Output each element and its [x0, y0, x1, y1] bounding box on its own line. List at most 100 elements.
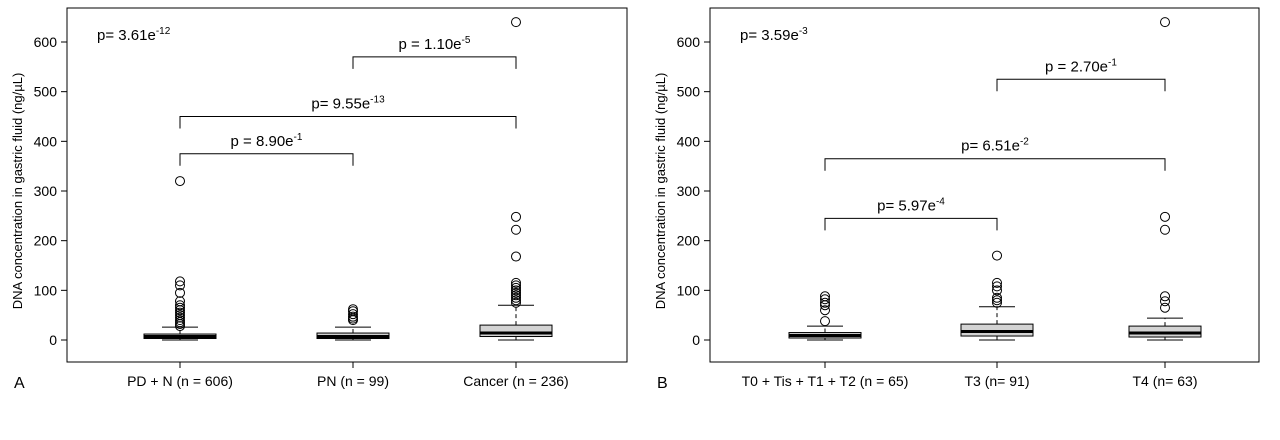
- comparison-p-value: p= 6.51e-2: [961, 137, 1029, 155]
- box-2: [960, 250, 1034, 341]
- y-tick-label: 0: [49, 332, 57, 348]
- y-tick-label: 600: [677, 34, 701, 50]
- outlier-point: [1160, 296, 1170, 307]
- y-tick-label: 600: [34, 34, 58, 50]
- bracket-line: [352, 56, 517, 69]
- outlier-point: [511, 224, 521, 235]
- comparison-bracket: p = 1.10e-5: [352, 35, 517, 69]
- outlier-point: [175, 276, 185, 287]
- plot-frame: [709, 7, 1260, 363]
- comparison-p-value: p= 9.55e-13: [311, 95, 385, 113]
- bracket-line: [996, 78, 1166, 92]
- box-1: [143, 176, 217, 341]
- outlier-point: [992, 295, 1002, 306]
- comparison-bracket: p = 8.90e-1: [179, 132, 354, 166]
- outlier-point: [175, 300, 185, 311]
- outlier-point: [511, 211, 521, 222]
- overall-p-value: p= 3.61e-12: [97, 26, 171, 44]
- y-tick-label: 200: [677, 233, 701, 249]
- bracket-line: [179, 153, 354, 166]
- box-1: [788, 291, 862, 341]
- outlier-point: [511, 17, 521, 28]
- bracket-line: [179, 116, 517, 129]
- plot-frame: [66, 7, 628, 363]
- outlier-point: [511, 297, 521, 308]
- outlier-point: [820, 316, 830, 327]
- y-tick-label: 400: [677, 133, 701, 149]
- box-3: [1128, 17, 1202, 341]
- outlier-point: [175, 315, 185, 326]
- y-tick-label: 400: [34, 133, 58, 149]
- y-tick-label: 100: [677, 282, 701, 298]
- outlier-point: [175, 287, 185, 298]
- outlier-point: [1160, 224, 1170, 235]
- outlier-point: [992, 250, 1002, 261]
- comparison-bracket: p= 6.51e-2: [824, 137, 1166, 171]
- outlier-point: [1160, 211, 1170, 222]
- outlier-point: [511, 287, 521, 298]
- outlier-point: [1160, 291, 1170, 302]
- outlier-point: [175, 176, 185, 187]
- outlier-point: [348, 309, 358, 320]
- x-category-label: T3 (n= 91): [965, 373, 1030, 389]
- outlier-point: [175, 307, 185, 318]
- outlier-point: [820, 297, 830, 308]
- outlier-point: [511, 282, 521, 293]
- x-category-label: PN (n = 99): [317, 373, 389, 389]
- panel-letter: B: [657, 375, 668, 392]
- x-category-label: T0 + Tis + T1 + T2 (n = 65): [742, 373, 909, 389]
- outlier-point: [175, 310, 185, 321]
- panel-letter: A: [14, 375, 25, 392]
- comparison-bracket: p= 9.55e-13: [179, 95, 517, 129]
- outlier-point: [511, 277, 521, 288]
- outlier-point: [820, 291, 830, 302]
- box-2: [316, 304, 390, 341]
- outlier-point: [992, 297, 1002, 308]
- outlier-point: [1160, 302, 1170, 313]
- panel-a: 0 100 200 300 400 500 600 DNA concentration in …: [10, 7, 628, 392]
- comparison-p-value: p = 2.70e-1: [1045, 57, 1117, 75]
- outlier-point: [348, 311, 358, 322]
- outlier-point: [175, 302, 185, 313]
- comparison-p-value: p= 5.97e-4: [877, 196, 945, 214]
- panel-b: 0 100 200 300 400 500 600 DNA concentration in …: [653, 7, 1260, 392]
- outlier-point: [511, 292, 521, 303]
- bracket-line: [824, 217, 998, 231]
- y-tick-label: 100: [34, 282, 58, 298]
- y-tick-label: 300: [34, 183, 58, 199]
- comparison-bracket: p= 5.97e-4: [824, 196, 998, 231]
- outlier-point: [992, 285, 1002, 296]
- outlier-point: [992, 281, 1002, 292]
- overall-p-value: p= 3.59e-3: [740, 26, 808, 44]
- outlier-point: [348, 304, 358, 315]
- y-tick-label: 500: [677, 84, 701, 100]
- outlier-point: [511, 280, 521, 291]
- outlier-point: [511, 251, 521, 262]
- outlier-point: [992, 292, 1002, 303]
- box-3: [479, 17, 553, 341]
- outlier-point: [1160, 17, 1170, 28]
- comparison-bracket: p = 2.70e-1: [996, 57, 1166, 92]
- outlier-point: [175, 280, 185, 291]
- y-axis-label: DNA concentration in gastric fluid (ng/µ…: [10, 73, 25, 310]
- outlier-point: [820, 305, 830, 316]
- outlier-point: [511, 290, 521, 301]
- outlier-point: [175, 312, 185, 323]
- box-body: [479, 324, 553, 338]
- y-tick-label: 200: [34, 233, 58, 249]
- y-axis-label: DNA concentration in gastric fluid (ng/µ…: [653, 73, 668, 310]
- bracket-line: [824, 158, 1166, 171]
- comparison-p-value: p = 1.10e-5: [399, 35, 471, 53]
- x-category-label: Cancer (n = 236): [463, 373, 568, 389]
- y-tick-label: 300: [677, 183, 701, 199]
- outlier-point: [511, 285, 521, 296]
- x-category-label: PD + N (n = 606): [127, 373, 233, 389]
- outlier-point: [175, 296, 185, 307]
- y-tick-label: 0: [692, 332, 700, 348]
- y-tick-label: 500: [34, 84, 58, 100]
- comparison-p-value: p = 8.90e-1: [231, 132, 303, 150]
- outlier-point: [820, 294, 830, 305]
- x-category-label: T4 (n= 63): [1133, 373, 1198, 389]
